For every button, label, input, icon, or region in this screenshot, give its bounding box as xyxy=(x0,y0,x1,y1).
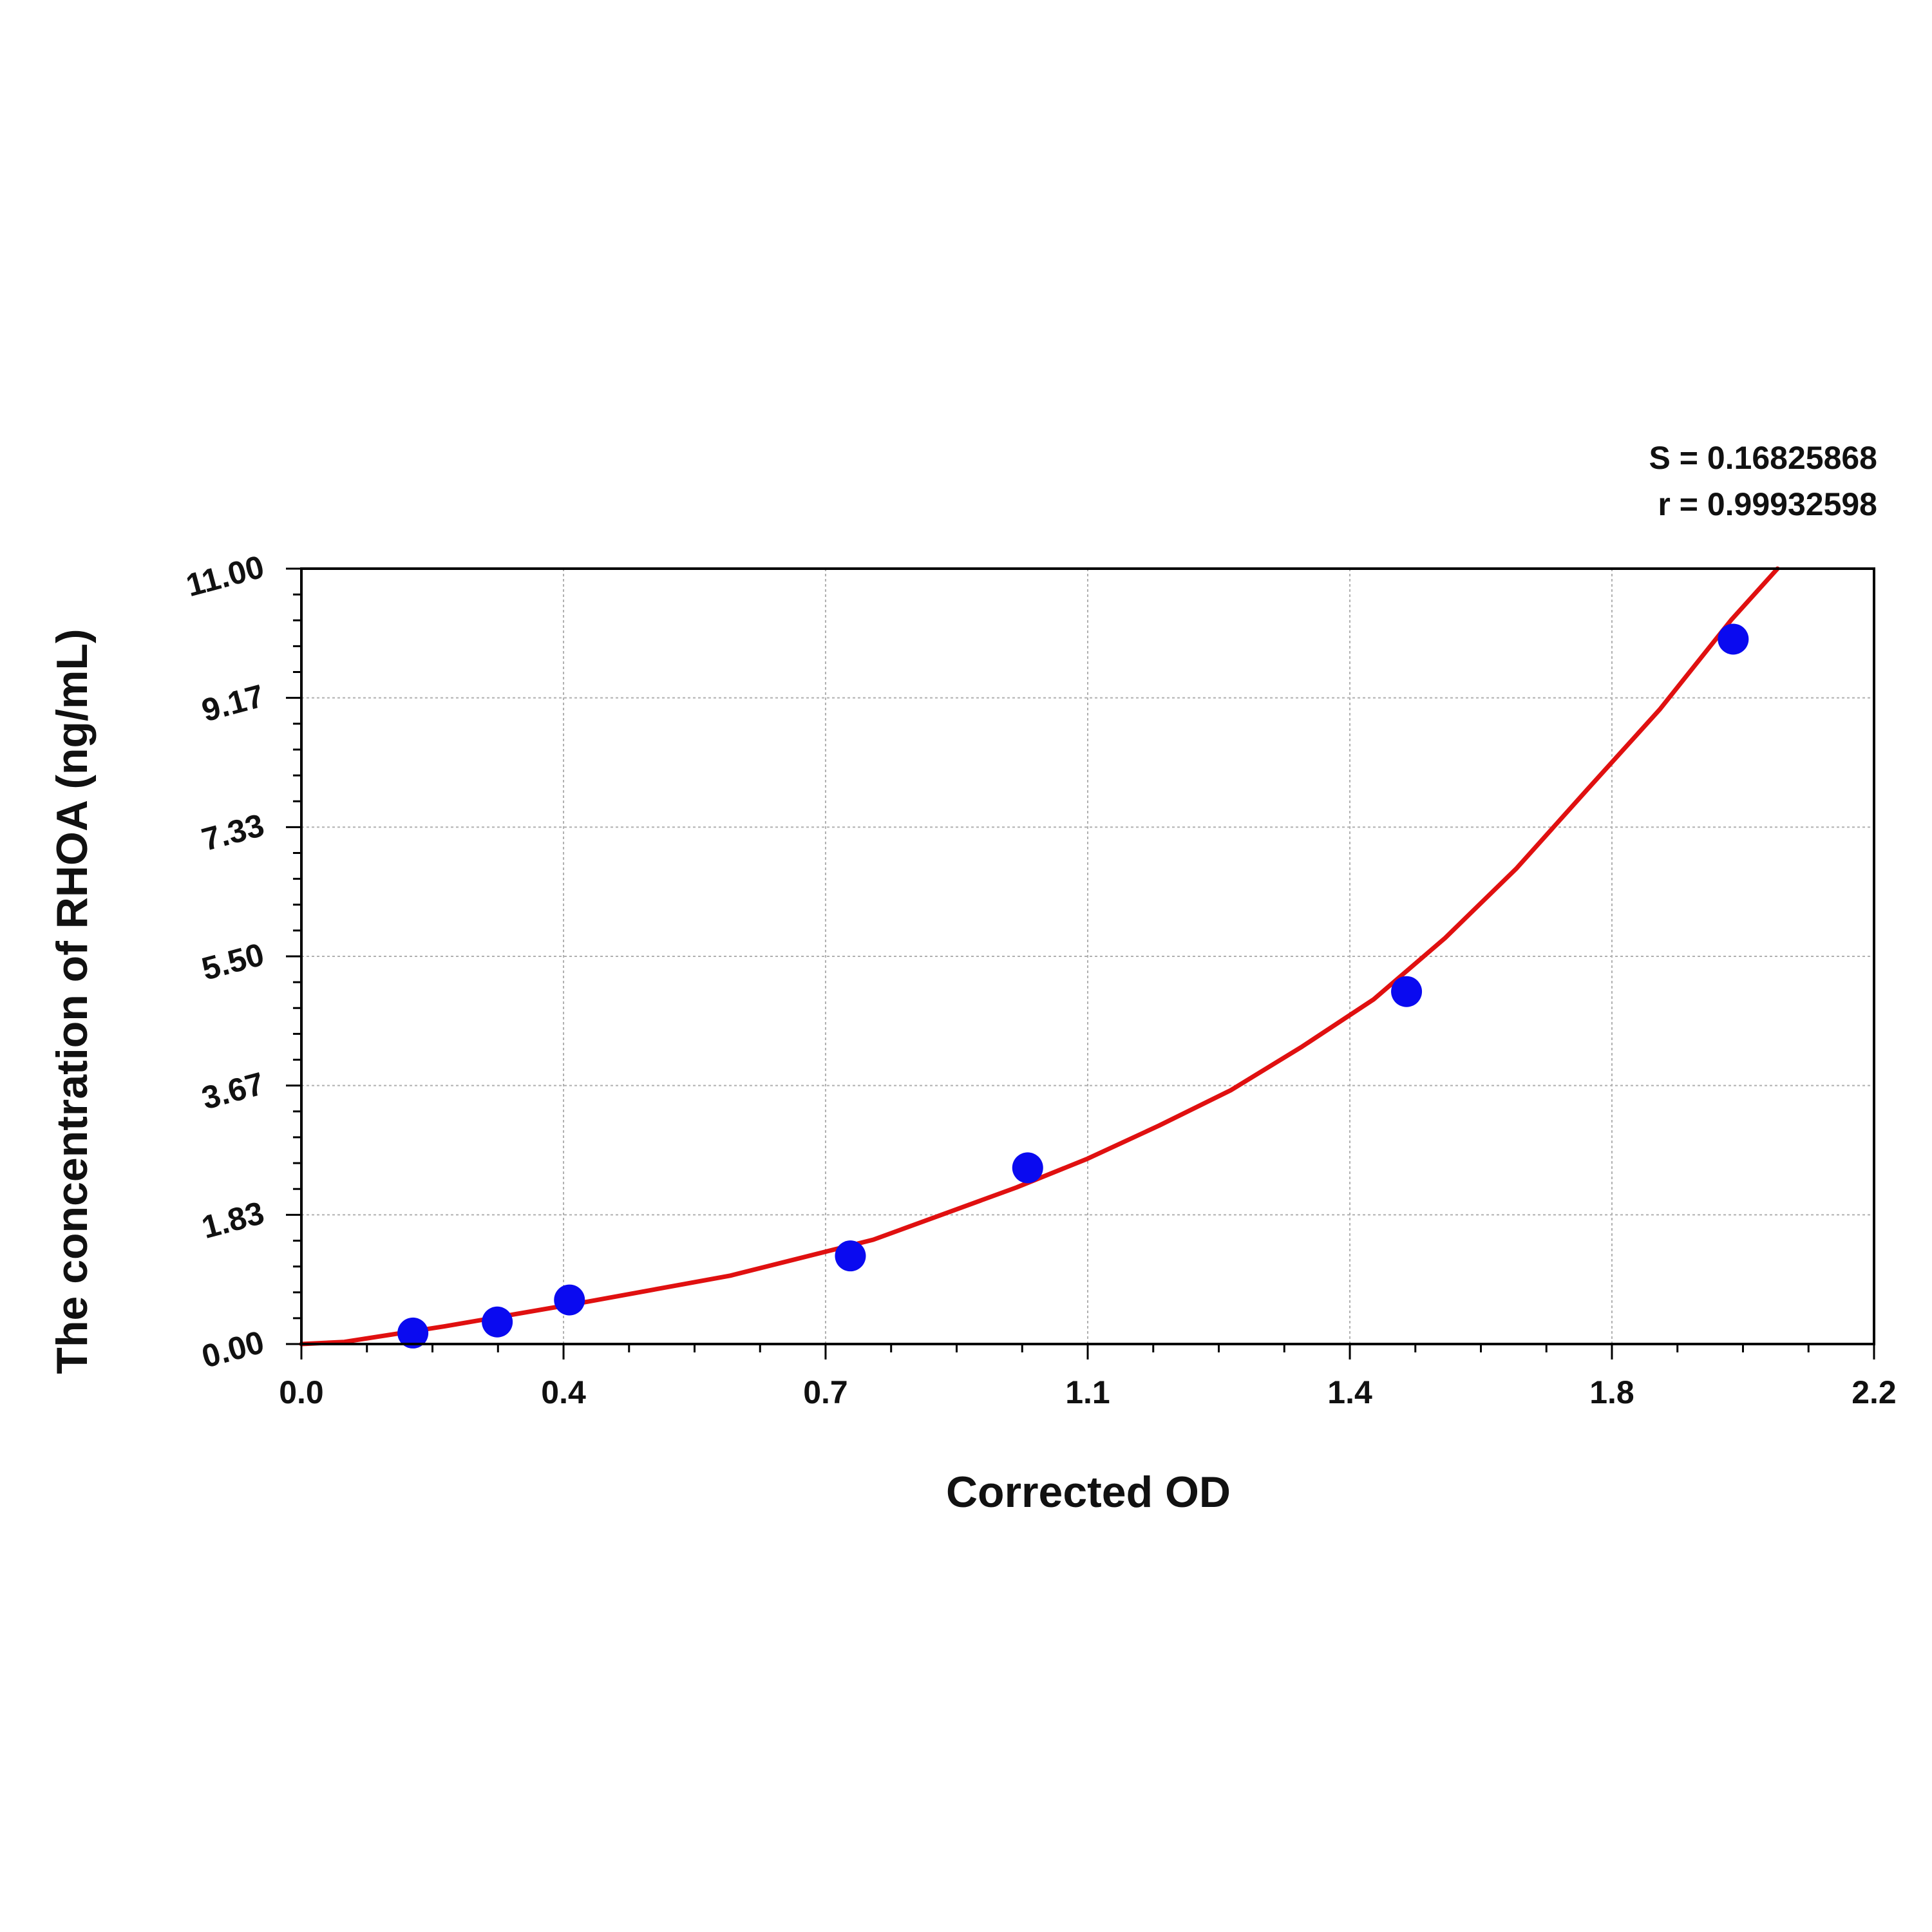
y-tick-label: 1.83 xyxy=(198,1195,268,1245)
stat-s-value: 0.16825868 xyxy=(1707,440,1877,476)
y-axis-title: The concentration of RHOA (ng/mL) xyxy=(48,629,97,1374)
x-tick-label: 0.4 xyxy=(541,1374,586,1410)
stat-r-line: r = 0.99932598 xyxy=(1658,486,1877,522)
data-point xyxy=(1012,1152,1043,1184)
y-tick-label: 11.00 xyxy=(182,549,268,604)
stat-r-value: 0.99932598 xyxy=(1707,486,1877,522)
y-tick-label: 7.33 xyxy=(198,807,268,858)
stat-r-label: r xyxy=(1658,486,1670,522)
data-point xyxy=(397,1317,429,1349)
tick-labels: 0.0 0.4 0.7 1.1 1.4 1.8 2.2 0.00 1.83 3.67 5.50 7.3… xyxy=(182,549,1897,1410)
grid xyxy=(301,569,1874,1344)
stat-s-line: S = 0.16825868 xyxy=(1649,440,1877,476)
x-tick-label: 0.7 xyxy=(803,1374,848,1410)
data-point xyxy=(1718,623,1749,655)
y-tick-label: 5.50 xyxy=(198,936,268,987)
y-tick-label: 9.17 xyxy=(198,677,268,728)
data-point xyxy=(482,1306,513,1338)
stat-s-label: S xyxy=(1649,440,1670,476)
x-axis-title: Corrected OD xyxy=(946,1468,1231,1517)
data-point xyxy=(1391,976,1423,1007)
x-tick-label: 1.4 xyxy=(1327,1374,1372,1410)
data-points xyxy=(397,623,1749,1349)
data-point xyxy=(554,1284,585,1316)
x-tick-label: 1.1 xyxy=(1065,1374,1110,1410)
stat-s-eq: = xyxy=(1680,440,1707,476)
x-tick-label: 1.8 xyxy=(1589,1374,1634,1410)
data-point xyxy=(835,1240,866,1272)
y-tick-label: 3.67 xyxy=(198,1065,268,1116)
stat-r-eq: = xyxy=(1680,486,1707,522)
x-tick-label: 0.0 xyxy=(279,1374,324,1410)
x-tick-label: 2.2 xyxy=(1852,1374,1897,1410)
axes xyxy=(286,567,1875,1359)
y-tick-label: 0.00 xyxy=(198,1324,268,1375)
